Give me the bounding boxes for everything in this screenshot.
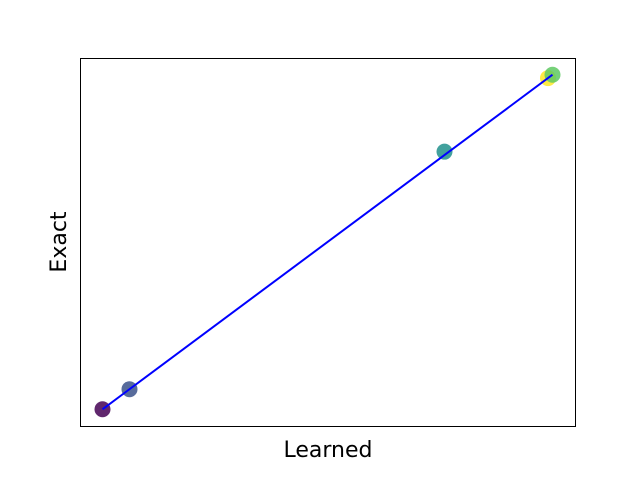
data-point-2 [436, 143, 453, 160]
fit-line-layer [101, 73, 554, 411]
y-axis-label: Exact [47, 211, 72, 272]
fit-line [101, 73, 554, 411]
x-axis-label: Learned [284, 438, 373, 463]
